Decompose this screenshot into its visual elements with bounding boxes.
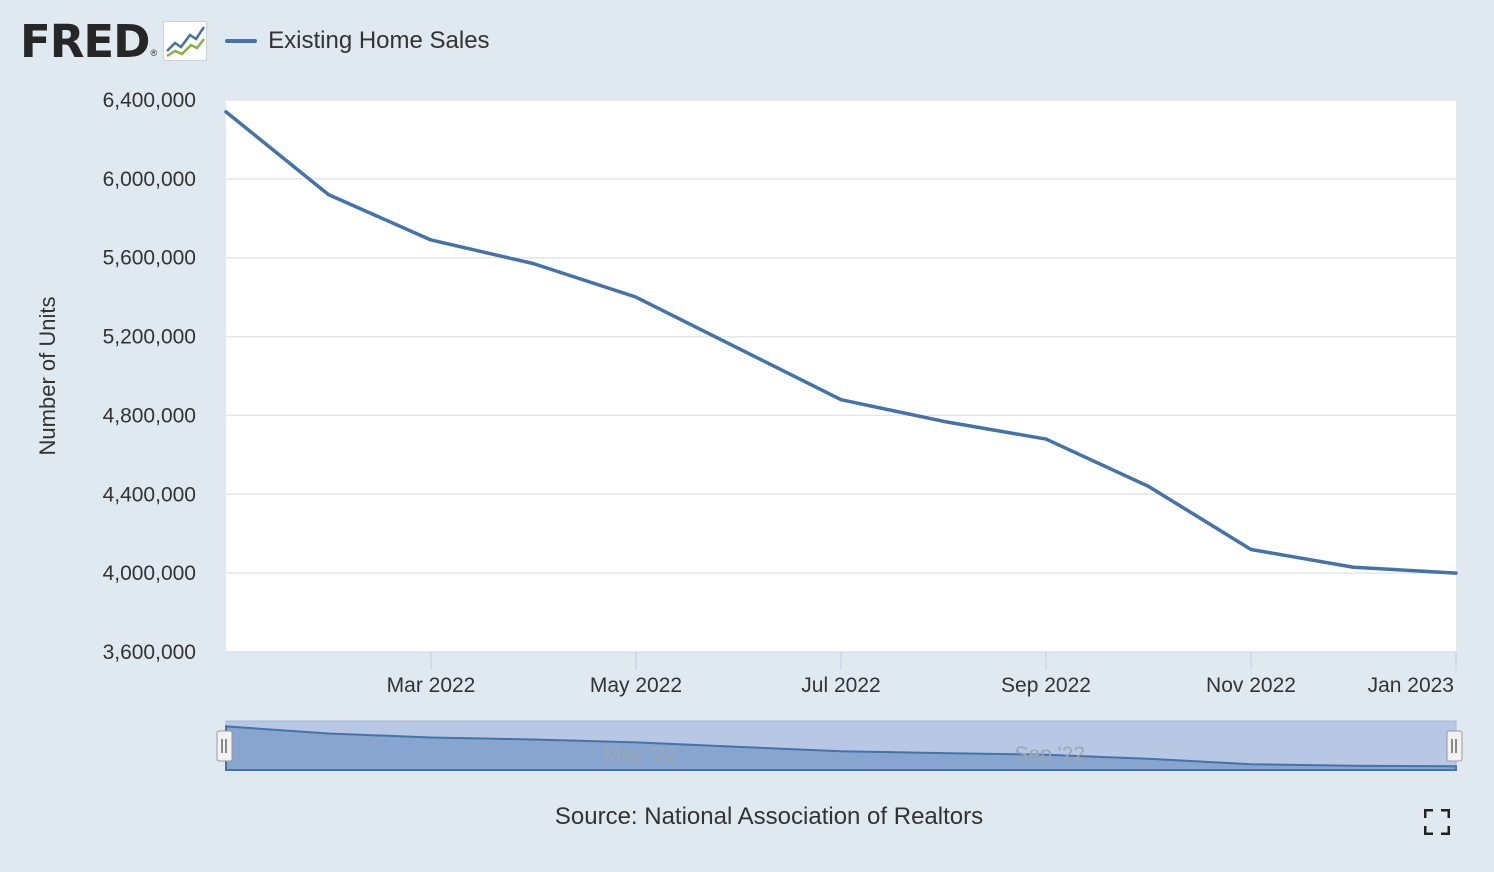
y-tick-label: 4,400,000 bbox=[103, 483, 196, 506]
navigator-label: Sep '22 bbox=[1014, 743, 1085, 766]
navigator-area bbox=[225, 725, 1457, 771]
line-graph-icon bbox=[163, 21, 208, 61]
data-point[interactable] bbox=[429, 238, 433, 242]
data-point[interactable] bbox=[737, 346, 740, 350]
y-axis-label: Number of Units bbox=[35, 297, 60, 456]
legend-swatch bbox=[225, 39, 258, 43]
x-axis-ticks: Mar 2022 May 2022 Jul 2022 Sep 2022 Nov 2022… bbox=[387, 652, 1457, 697]
data-point[interactable] bbox=[1454, 571, 1458, 575]
data-point[interactable] bbox=[532, 262, 535, 266]
data-point[interactable] bbox=[224, 110, 228, 114]
data-point[interactable] bbox=[634, 295, 638, 299]
data-point[interactable] bbox=[327, 193, 330, 197]
x-tick-label: Sep 2022 bbox=[1001, 674, 1091, 697]
registered-mark: ® bbox=[150, 48, 158, 58]
y-tick-label: 5,600,000 bbox=[103, 247, 196, 270]
y-axis-ticks: 3,600,000 4,000,000 4,400,000 4,800,000 5,20… bbox=[103, 89, 196, 664]
data-point[interactable] bbox=[1249, 547, 1253, 551]
y-tick-label: 4,000,000 bbox=[103, 562, 196, 585]
legend-label: Existing Home Sales bbox=[268, 27, 490, 54]
range-navigator[interactable]: May '22 Sep '22 bbox=[216, 720, 1463, 771]
navigator-label: May '22 bbox=[603, 743, 676, 766]
y-tick-label: 6,400,000 bbox=[103, 89, 196, 112]
legend-item[interactable]: Existing Home Sales bbox=[225, 27, 490, 55]
plot-background bbox=[226, 100, 1456, 652]
x-tick-label: Jul 2022 bbox=[801, 674, 880, 697]
grid-lines bbox=[226, 99, 1456, 574]
chart-header: FRED ® Existing Home Sales bbox=[20, 18, 490, 64]
y-tick-label: 6,000,000 bbox=[103, 168, 196, 191]
series-layer[interactable] bbox=[224, 110, 1458, 575]
data-point[interactable] bbox=[942, 419, 945, 423]
x-tick-label: May 2022 bbox=[590, 674, 682, 697]
navigator-handle-right[interactable] bbox=[1446, 730, 1463, 762]
fred-logo[interactable]: FRED bbox=[20, 14, 150, 68]
fullscreen-icon[interactable] bbox=[1424, 809, 1450, 835]
x-tick-label: Mar 2022 bbox=[387, 674, 476, 697]
data-point[interactable] bbox=[1352, 565, 1355, 569]
x-tick-label: Jan 2023 bbox=[1368, 674, 1454, 697]
navigator-handle-left[interactable] bbox=[216, 730, 233, 762]
data-point[interactable] bbox=[839, 398, 843, 402]
y-tick-label: 4,800,000 bbox=[103, 404, 196, 427]
data-point[interactable] bbox=[1147, 484, 1150, 488]
y-tick-label: 3,600,000 bbox=[103, 641, 196, 664]
source-caption: Source: National Association of Realtors bbox=[554, 803, 984, 830]
data-point[interactable] bbox=[1044, 437, 1048, 441]
y-tick-label: 5,200,000 bbox=[103, 326, 196, 349]
x-tick-label: Nov 2022 bbox=[1206, 674, 1296, 697]
navigator-labels: May '22 Sep '22 bbox=[603, 743, 1085, 766]
